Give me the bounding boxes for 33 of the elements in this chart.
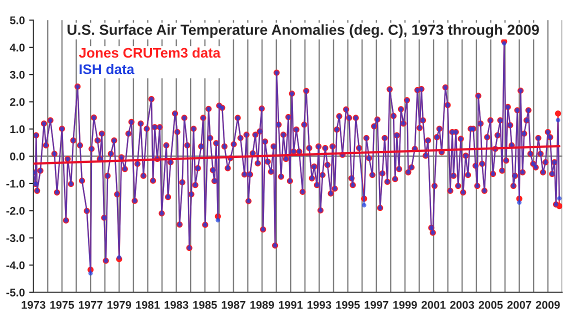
x-tick-label: 1997 xyxy=(364,300,388,309)
x-tick-label: 1995 xyxy=(336,300,360,309)
x-tick-label: 1983 xyxy=(164,300,188,309)
x-tick-label: 2007 xyxy=(507,300,532,309)
x-tick-label: 1987 xyxy=(222,300,246,309)
x-tick-label: 1999 xyxy=(393,300,417,309)
y-tick-label: 2.0 xyxy=(10,98,25,106)
x-tick-label: 1977 xyxy=(78,300,102,309)
x-tick-label: 1975 xyxy=(50,300,74,309)
y-tick-label: -2.0 xyxy=(6,206,25,215)
y-tick-label: 1.0 xyxy=(10,125,25,134)
x-tick-label: 2005 xyxy=(478,300,503,309)
y-tick-label: -5.0 xyxy=(6,288,25,296)
y-tick-label: -1.0 xyxy=(6,180,25,188)
x-tick-label: 1979 xyxy=(107,300,132,309)
y-tick-label: 0.0 xyxy=(10,152,25,160)
y-tick-label: 4.0 xyxy=(10,44,25,52)
series-label: ISH data xyxy=(80,64,134,74)
x-tick-label: 2009 xyxy=(536,300,560,309)
x-tick-label: 1991 xyxy=(278,300,303,309)
y-tick-label: -4.0 xyxy=(6,261,25,270)
x-tick-label: 2001 xyxy=(422,300,446,309)
series-label: Jones CRUTem3 data xyxy=(78,48,221,58)
y-tick-label: -3.0 xyxy=(6,234,25,242)
x-tick-label: 1973 xyxy=(22,300,46,309)
chart-title: U.S. Surface Air Temperature Anomalies (deg. C), 1973 through 2009 xyxy=(68,24,539,38)
y-tick-label: 3.0 xyxy=(10,70,25,79)
y-tick-label: 5.0 xyxy=(10,16,25,24)
x-tick-label: 1981 xyxy=(136,300,160,309)
x-tick-label: 1985 xyxy=(193,300,217,309)
x-tick-label: 2003 xyxy=(450,300,474,309)
x-tick-label: 1993 xyxy=(308,300,332,309)
x-tick-label: 1989 xyxy=(250,300,274,309)
